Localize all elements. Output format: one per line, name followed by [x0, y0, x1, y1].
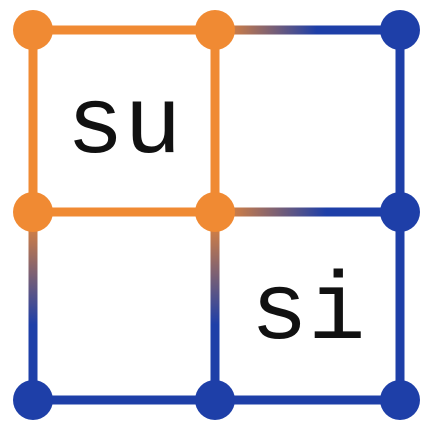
node-bottom-mid [195, 380, 235, 420]
node-top-mid [195, 10, 235, 50]
node-top-left [13, 10, 53, 50]
node-bottom-left [13, 380, 53, 420]
node-mid-right [380, 192, 420, 232]
text-si: si [250, 258, 365, 367]
text-su: su [66, 72, 181, 181]
node-bottom-right [380, 380, 420, 420]
node-center [195, 192, 235, 232]
node-top-right [380, 10, 420, 50]
node-mid-left [13, 192, 53, 232]
